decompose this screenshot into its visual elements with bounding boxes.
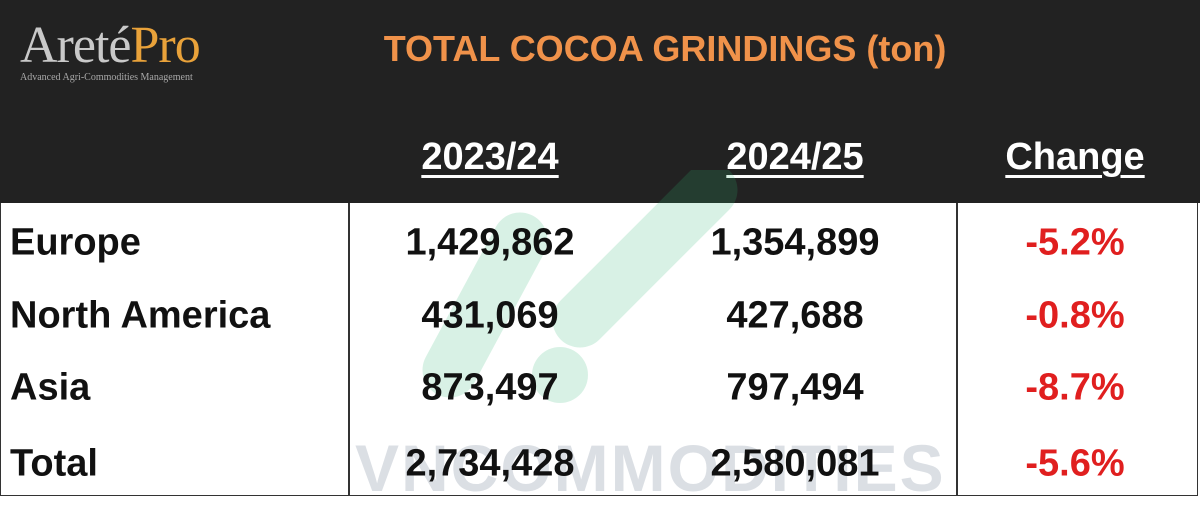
logo-name: Areté (20, 17, 131, 74)
column-header-2024-25: 2024/25 (726, 136, 864, 178)
column-header-2023-24: 2023/24 (421, 136, 559, 178)
change-value: -5.6% (1025, 442, 1125, 485)
data-table (0, 203, 1198, 496)
table-title: TOTAL COCOA GRINDINGS (ton) (383, 28, 947, 69)
logo-tagline: Advanced Agri-Commodities Management (20, 72, 193, 83)
change-value: -0.8% (1025, 294, 1125, 337)
region-label: Total (10, 442, 98, 485)
column-divider (348, 203, 350, 496)
region-label: Europe (10, 221, 141, 264)
column-header-change: Change (1005, 136, 1145, 178)
column-divider (956, 203, 958, 496)
value-2023-24: 873,497 (421, 366, 559, 409)
value-2023-24: 1,429,862 (405, 221, 575, 264)
value-2024-25: 427,688 (726, 294, 864, 337)
value-2023-24: 2,734,428 (405, 442, 575, 485)
value-2024-25: 1,354,899 (710, 221, 880, 264)
aretepro-logo: AretéPro Advanced Agri-Commodities Manag… (20, 17, 201, 84)
value-2024-25: 2,580,081 (710, 442, 880, 485)
value-2023-24: 431,069 (421, 294, 559, 337)
change-value: -8.7% (1025, 366, 1125, 409)
logo-accent: Pro (130, 17, 200, 74)
change-value: -5.2% (1025, 221, 1125, 264)
watermark-text: VNCOMMODITIES (355, 431, 946, 505)
value-2024-25: 797,494 (726, 366, 864, 409)
header: AretéPro Advanced Agri-Commodities Manag… (0, 0, 1200, 203)
region-label: Asia (10, 366, 91, 409)
region-label: North America (10, 294, 271, 337)
watermark-logo-icon (422, 170, 738, 403)
